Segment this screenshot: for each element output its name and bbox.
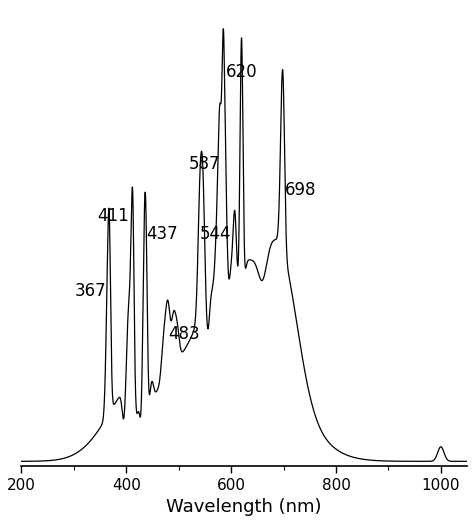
Text: 483: 483 (169, 325, 201, 344)
Text: 620: 620 (226, 63, 257, 81)
Text: 544: 544 (200, 225, 231, 243)
Text: 367: 367 (75, 282, 106, 300)
Text: 587: 587 (189, 155, 220, 173)
Text: 437: 437 (146, 225, 178, 243)
X-axis label: Wavelength (nm): Wavelength (nm) (166, 498, 322, 516)
Text: 411: 411 (98, 208, 129, 225)
Text: 698: 698 (284, 181, 316, 199)
